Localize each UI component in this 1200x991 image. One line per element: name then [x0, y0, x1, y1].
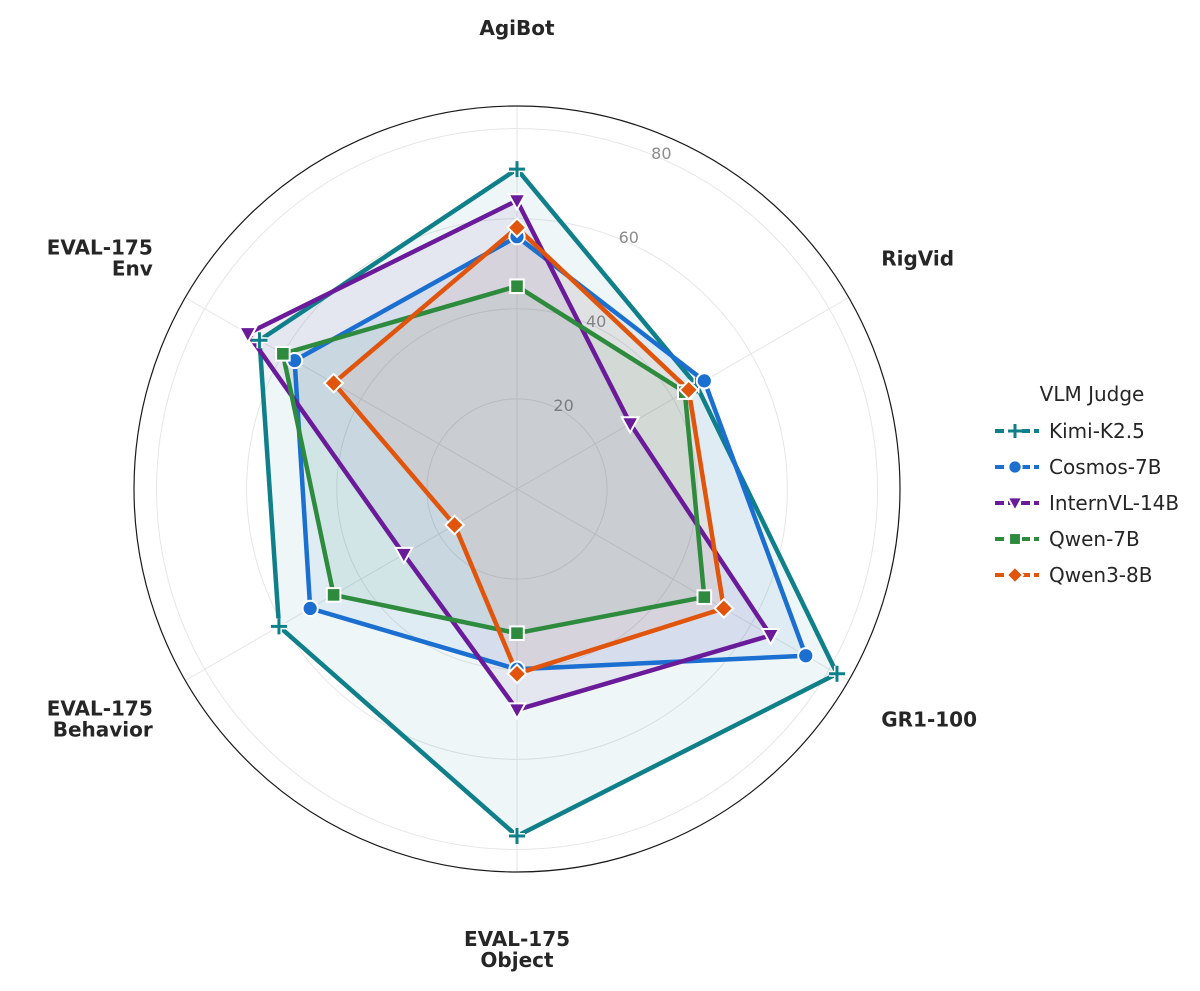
legend-marker [1005, 496, 1025, 513]
data-point [620, 416, 641, 435]
legend-marker [1007, 459, 1023, 475]
legend-marker [1005, 565, 1025, 585]
data-point [506, 702, 528, 721]
data-point [237, 326, 258, 345]
data-point [713, 597, 735, 620]
series-fill [294, 236, 806, 670]
data-point [443, 514, 466, 536]
legend-entry: Kimi-K2.5 [995, 419, 1145, 443]
data-point [509, 278, 525, 295]
legend-label: Cosmos-7B [1049, 455, 1161, 479]
legend-label: Kimi-K2.5 [1049, 419, 1145, 443]
data-point [760, 628, 781, 647]
axis-label-line: Behavior [53, 718, 153, 742]
data-point [696, 589, 713, 605]
marker-stroke [509, 161, 525, 178]
axis-label-line: Env [112, 257, 153, 281]
axis-label-line: GR1-100 [881, 708, 977, 732]
legend-marker [1008, 532, 1022, 546]
axis-label-line: Object [480, 948, 554, 972]
radial-tick-label: 40 [586, 312, 606, 331]
legend-label: InternVL-14B [1049, 491, 1179, 515]
data-point [506, 193, 528, 212]
outer-frame [133, 105, 901, 873]
radial-tick-label: 60 [619, 228, 639, 247]
axis-spoke [185, 488, 518, 681]
data-point [678, 379, 700, 401]
data-point [506, 663, 528, 685]
axis-label-line: AgiBot [479, 16, 555, 40]
axis-label: GR1-100 [881, 708, 977, 732]
axis-label: RigVid [881, 247, 954, 271]
data-point [322, 372, 345, 394]
data-point [695, 372, 713, 390]
legend-entry: Cosmos-7B [995, 455, 1161, 479]
marker-stroke [509, 827, 525, 844]
data-point [270, 618, 287, 635]
axis-spoke [516, 488, 849, 681]
axis-label: EVAL-175 Behavior [47, 697, 153, 742]
data-point [828, 665, 845, 682]
axis-label-line: RigVid [881, 247, 954, 271]
legend-marker [1008, 424, 1022, 438]
legend-label: Qwen3-8B [1049, 563, 1152, 587]
marker-stroke [828, 665, 845, 682]
data-point [301, 599, 319, 618]
fill-layer [247, 169, 837, 837]
data-point [797, 647, 815, 665]
legend-entry: Qwen-7B [995, 527, 1140, 551]
series-fill [259, 169, 837, 837]
data-point [275, 346, 291, 362]
axis-label-line: EVAL-175 [47, 236, 153, 260]
axis-label: EVAL-175 Object [464, 927, 570, 972]
series-fill [282, 286, 705, 634]
axis-label: AgiBot [479, 16, 555, 40]
radial-tick-label: 80 [651, 144, 671, 163]
data-point [506, 217, 528, 239]
data-point [393, 546, 414, 566]
marker-stroke [251, 332, 268, 349]
series-markers [237, 161, 845, 844]
data-point [509, 827, 525, 844]
axis-label-line: EVAL-175 [464, 927, 570, 951]
series-fill [333, 227, 724, 674]
axis-label-line: EVAL-175 [47, 697, 153, 721]
data-point [251, 332, 268, 349]
marker-stroke [1008, 424, 1022, 438]
legend-entry: Qwen3-8B [995, 563, 1152, 587]
data-point [509, 161, 525, 178]
data-point [509, 625, 525, 641]
legend-label: Qwen-7B [1049, 527, 1140, 551]
data-point [325, 587, 342, 603]
legend: VLM Judge Kimi-K2.5 Cosmos-7B InternVL-14B Q… [995, 382, 1179, 587]
axis-label: EVAL-175 Env [47, 236, 153, 281]
marker-stroke [270, 618, 287, 635]
legend-title: VLM Judge [1040, 382, 1145, 406]
legend-entry: InternVL-14B [995, 491, 1179, 515]
radial-tick-label: 20 [553, 396, 573, 415]
